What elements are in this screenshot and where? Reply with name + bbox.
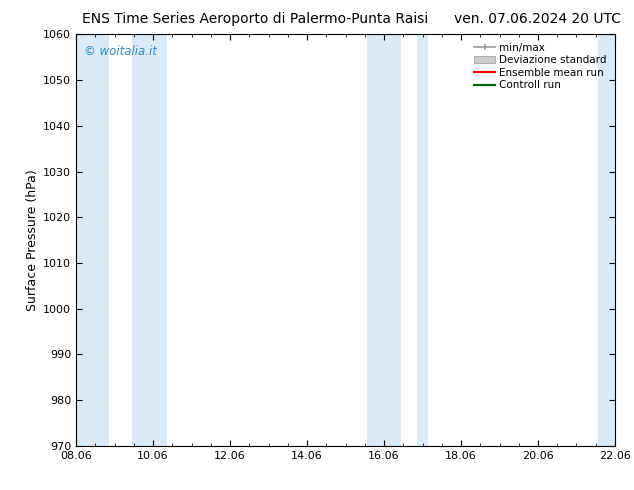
Bar (366, 34, 401, 446)
Text: ENS Time Series Aeroporto di Palermo-Punta Raisi: ENS Time Series Aeroporto di Palermo-Pun… (82, 12, 429, 26)
Text: © woitalia.it: © woitalia.it (84, 45, 157, 58)
Bar (598, 34, 615, 446)
Text: ven. 07.06.2024 20 UTC: ven. 07.06.2024 20 UTC (455, 12, 621, 26)
Bar (417, 34, 429, 446)
Bar (132, 34, 167, 446)
Legend: min/max, Deviazione standard, Ensemble mean run, Controll run: min/max, Deviazione standard, Ensemble m… (471, 40, 610, 94)
Bar (76, 34, 109, 446)
Y-axis label: Surface Pressure (hPa): Surface Pressure (hPa) (26, 169, 39, 311)
